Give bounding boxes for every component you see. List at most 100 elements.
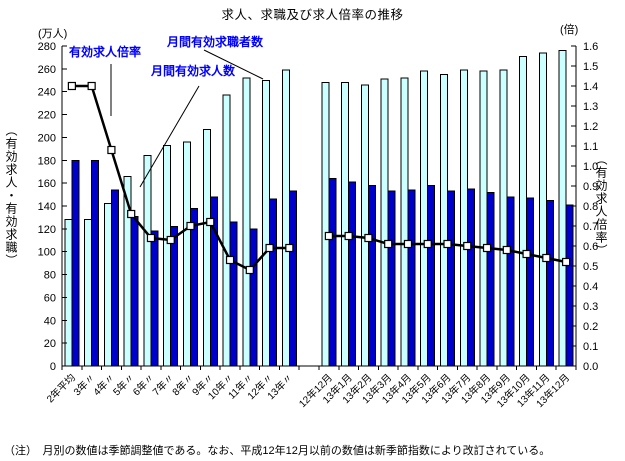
- openings-label-leader-line: [139, 85, 200, 188]
- left-axis-tick-label: 140: [38, 201, 56, 213]
- seekers-bar: [321, 82, 330, 367]
- openings-bar: [110, 189, 119, 367]
- right-axis-tick-label: 0.2: [583, 321, 598, 333]
- rate-line-marker: [265, 243, 274, 253]
- seekers-bar: [103, 203, 112, 367]
- openings-bar: [387, 190, 396, 367]
- openings-bar: [91, 159, 100, 367]
- seekers-bar: [360, 84, 369, 367]
- right-axis-tick-label: 1.0: [583, 161, 598, 173]
- seekers-bar: [262, 79, 271, 367]
- openings-bar: [170, 226, 179, 367]
- seekers-bar: [281, 69, 290, 367]
- seekers-bar: [519, 55, 528, 367]
- seekers-bar: [341, 82, 350, 367]
- x-axis-category-label: 4年〃: [90, 371, 117, 398]
- openings-bar: [130, 215, 139, 367]
- openings-bar: [407, 189, 416, 367]
- openings-bar: [328, 178, 337, 367]
- seekers-series-label: 月間有効求職者数: [167, 35, 264, 49]
- left-axis-tick-label: 160: [38, 178, 56, 190]
- openings-bar: [71, 159, 80, 367]
- left-axis-tick-label: 180: [38, 155, 56, 167]
- rate-line-marker: [127, 209, 136, 219]
- seekers-bar: [222, 94, 231, 367]
- rate-line-marker: [186, 221, 195, 231]
- seekers-bar: [202, 128, 211, 367]
- x-axis-category-label: 3年〃: [71, 371, 98, 398]
- rate-line-marker: [463, 241, 472, 251]
- right-axis-tick-label: 1.4: [583, 81, 598, 93]
- openings-bar: [447, 190, 455, 367]
- right-axis-tick-label: 0.1: [583, 341, 598, 353]
- openings-bar: [229, 221, 238, 367]
- seekers-bar: [242, 77, 251, 367]
- left-axis-tick-label: 60: [44, 292, 56, 304]
- right-axis-tick-label: 0.4: [583, 281, 598, 293]
- footnote: （注） 月別の数値は季節調整値である。なお、平成12年12月以前の数値は新季節指…: [4, 445, 551, 457]
- left-axis-tick-label: 40: [44, 315, 56, 327]
- rate-series-label: 有効求人倍率: [69, 45, 142, 59]
- left-axis-unit: (万人): [38, 28, 68, 40]
- x-axis-category-label: 8年〃: [169, 371, 196, 398]
- right-axis-tick-label: 1.1: [583, 141, 598, 153]
- left-axis-tick-label: 0: [50, 361, 56, 373]
- right-axis-tick-label: 0.8: [583, 201, 598, 213]
- seekers-bar: [84, 219, 93, 367]
- openings-bar: [545, 199, 554, 367]
- left-axis-tick-label: 100: [38, 247, 56, 259]
- left-axis-tick-label: 20: [44, 338, 56, 350]
- openings-series-label: 月間有効求人数: [151, 64, 236, 78]
- right-axis-tick-label: 0.7: [583, 221, 598, 233]
- chart-title: 求人、求職及び求人倍率の推移: [221, 8, 404, 22]
- right-axis-tick-label: 1.5: [583, 61, 598, 73]
- rate-line-marker: [67, 81, 76, 91]
- left-axis-tick-label: 220: [38, 110, 56, 122]
- seekers-bar: [163, 144, 172, 367]
- seekers-bar: [459, 69, 468, 367]
- seekers-bar: [143, 155, 152, 367]
- right-axis-title: （有効求人倍率）: [594, 153, 608, 257]
- seekers-bar: [499, 69, 508, 367]
- rate-line-marker: [522, 249, 531, 259]
- seekers-bar: [400, 77, 409, 367]
- left-axis-tick-label: 280: [38, 41, 56, 53]
- openings-bar: [288, 190, 297, 367]
- right-axis-tick-label: 0.3: [583, 301, 598, 313]
- rate-line-marker: [324, 231, 333, 241]
- openings-bar: [526, 197, 535, 367]
- right-axis-tick-label: 1.3: [583, 101, 598, 113]
- left-axis-tick-label: 260: [38, 64, 56, 76]
- rate-line-marker: [245, 265, 254, 275]
- openings-bar: [190, 207, 198, 367]
- seekers-bar: [538, 52, 547, 367]
- openings-bar: [269, 198, 278, 367]
- rate-line-marker: [107, 145, 116, 155]
- openings-bar: [249, 228, 258, 367]
- seekers-label-leader-line: [203, 49, 264, 80]
- seekers-bar: [420, 70, 429, 367]
- rate-line-marker: [344, 231, 353, 241]
- openings-bar: [367, 184, 376, 367]
- rate-line-marker: [502, 245, 511, 255]
- rate-line-marker: [562, 257, 571, 267]
- right-axis-tick-label: 0.0: [583, 361, 598, 373]
- x-axis-category-label: 7年〃: [150, 371, 177, 398]
- left-axis-tick-label: 240: [38, 87, 56, 99]
- rate-line-marker: [206, 217, 215, 227]
- rate-line-marker: [384, 239, 393, 249]
- rate-line-marker: [542, 253, 551, 263]
- x-axis-category-label: 5年〃: [110, 371, 137, 398]
- rate-line-marker: [225, 255, 235, 265]
- rate-line-marker: [146, 233, 156, 243]
- rate-line-marker: [87, 81, 96, 91]
- openings-bar: [427, 184, 436, 367]
- seekers-bar: [183, 141, 191, 367]
- openings-bar: [150, 230, 159, 367]
- right-axis-unit: (倍): [560, 24, 579, 36]
- seekers-bar: [440, 74, 448, 367]
- openings-bar: [506, 196, 515, 367]
- seekers-bar: [558, 50, 567, 367]
- right-axis-tick-label: 0.5: [583, 261, 598, 273]
